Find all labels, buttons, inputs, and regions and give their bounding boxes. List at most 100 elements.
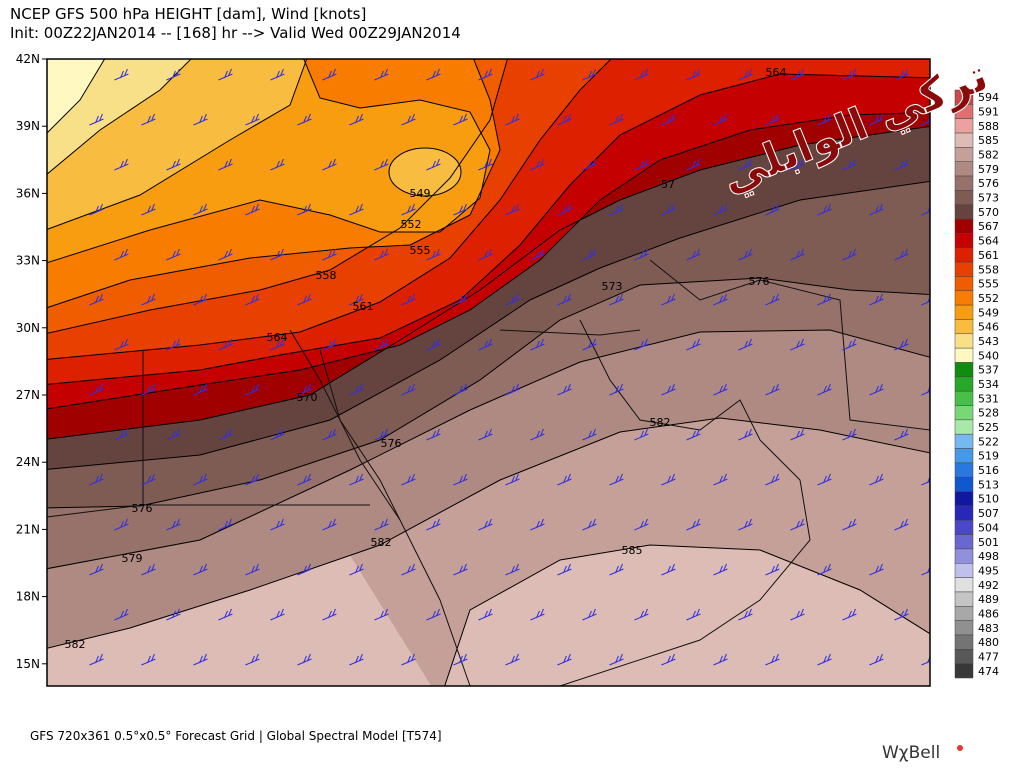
wind-barb: [193, 473, 208, 486]
wind-barb: [686, 608, 701, 621]
wind-barb: [765, 563, 780, 576]
wind-barb: [401, 383, 416, 396]
wind-barb: [505, 293, 520, 306]
wind-barb: [609, 473, 624, 486]
colorbar-swatch: [954, 433, 974, 449]
border-line: [47, 504, 144, 518]
wind-barb: [790, 68, 805, 81]
wind-barb: [557, 203, 572, 216]
colorbar-swatch: [954, 505, 974, 521]
wind-barb: [869, 563, 884, 576]
colorbar-swatch: [954, 405, 974, 421]
wind-barb: [530, 158, 545, 171]
wind-barb: [609, 653, 624, 666]
colorbar-swatch: [954, 563, 974, 578]
colorbar-swatch: [954, 663, 974, 679]
contour-label: 549: [410, 187, 431, 200]
wind-barb: [193, 383, 208, 396]
wind-barb: [478, 248, 493, 261]
wind-barb: [193, 203, 208, 216]
wind-barb: [270, 428, 285, 441]
wind-barb: [842, 248, 857, 261]
colorbar-swatch: [954, 319, 974, 335]
wind-barb: [582, 428, 597, 441]
wind-barb: [505, 203, 520, 216]
colorbar-swatch: [954, 247, 974, 263]
wind-barb: [634, 428, 649, 441]
colorbar-swatch: [954, 390, 974, 406]
wind-barb: [609, 113, 624, 126]
wind-barb: [401, 203, 416, 216]
wind-barb: [557, 653, 572, 666]
wind-barb: [322, 608, 337, 621]
wind-barb: [401, 473, 416, 486]
contour-label: 582: [65, 638, 86, 651]
wind-barb: [738, 158, 753, 171]
wind-barb: [322, 158, 337, 171]
wind-barb: [842, 338, 857, 351]
colorbar-swatch: [954, 534, 974, 550]
colorbar-label: 576: [978, 177, 999, 190]
wind-barb: [89, 293, 104, 306]
wind-barb: [426, 68, 441, 81]
wind-barb: [193, 563, 208, 576]
wind-barb: [374, 518, 389, 531]
wind-barb: [114, 248, 129, 261]
wind-barb: [89, 563, 104, 576]
contour-label: 582: [371, 536, 392, 549]
contour-label: 564: [766, 66, 787, 79]
wind-barb: [790, 338, 805, 351]
subtitle: Init: 00Z22JAN2014 -- [168] hr --> Valid…: [10, 24, 461, 42]
contour-label: 555: [410, 244, 431, 257]
lat-label: 36N: [16, 186, 40, 200]
wind-barb: [141, 293, 156, 306]
wind-barb: [530, 518, 545, 531]
colorbar-label: 558: [978, 263, 999, 276]
wind-barb: [713, 383, 728, 396]
wind-barb: [193, 293, 208, 306]
wind-barb: [322, 428, 337, 441]
wind-barb: [453, 653, 468, 666]
wind-barb: [478, 68, 493, 81]
colorbar-label: 474: [978, 665, 999, 678]
contour-line: [47, 59, 501, 309]
wind-barb: [894, 248, 909, 261]
lat-label: 30N: [16, 321, 40, 335]
wind-barb: [297, 563, 312, 576]
map-area: 564 549 552 555 558 561 564 570 57 573 576 576 576 57…: [47, 59, 930, 686]
colorbar-label: 594: [978, 91, 999, 104]
border-line: [499, 329, 641, 336]
colorbar-swatch: [954, 132, 974, 148]
wind-barb: [686, 248, 701, 261]
wind-barb: [557, 113, 572, 126]
wind-barb: [401, 653, 416, 666]
wind-barb: [426, 518, 441, 531]
wind-barb: [634, 338, 649, 351]
wind-barb: [374, 608, 389, 621]
contour-line: [47, 125, 930, 440]
contour-label: 570: [297, 391, 318, 404]
wind-barb: [713, 653, 728, 666]
wind-barb: [790, 518, 805, 531]
colorbar-label: 579: [978, 163, 999, 176]
contour-label: 579: [122, 552, 143, 565]
wind-barb: [141, 563, 156, 576]
colorbar-label: 585: [978, 134, 999, 147]
wind-barb: [270, 158, 285, 171]
wind-barb: [218, 518, 233, 531]
wind-barb: [270, 68, 285, 81]
colorbar-label: 525: [978, 421, 999, 434]
wind-barb: [738, 248, 753, 261]
wind-barb: [193, 653, 208, 666]
wind-barb: [817, 563, 832, 576]
colorbar-swatch: [954, 204, 974, 220]
contour-line: [47, 59, 192, 175]
wind-barb: [505, 563, 520, 576]
colorbar-label: 573: [978, 192, 999, 205]
colorbar-label: 519: [978, 450, 999, 463]
wind-barb: [218, 68, 233, 81]
wind-barb: [505, 113, 520, 126]
colorbar-swatch: [954, 333, 974, 349]
colorbar-label: 582: [978, 149, 999, 162]
